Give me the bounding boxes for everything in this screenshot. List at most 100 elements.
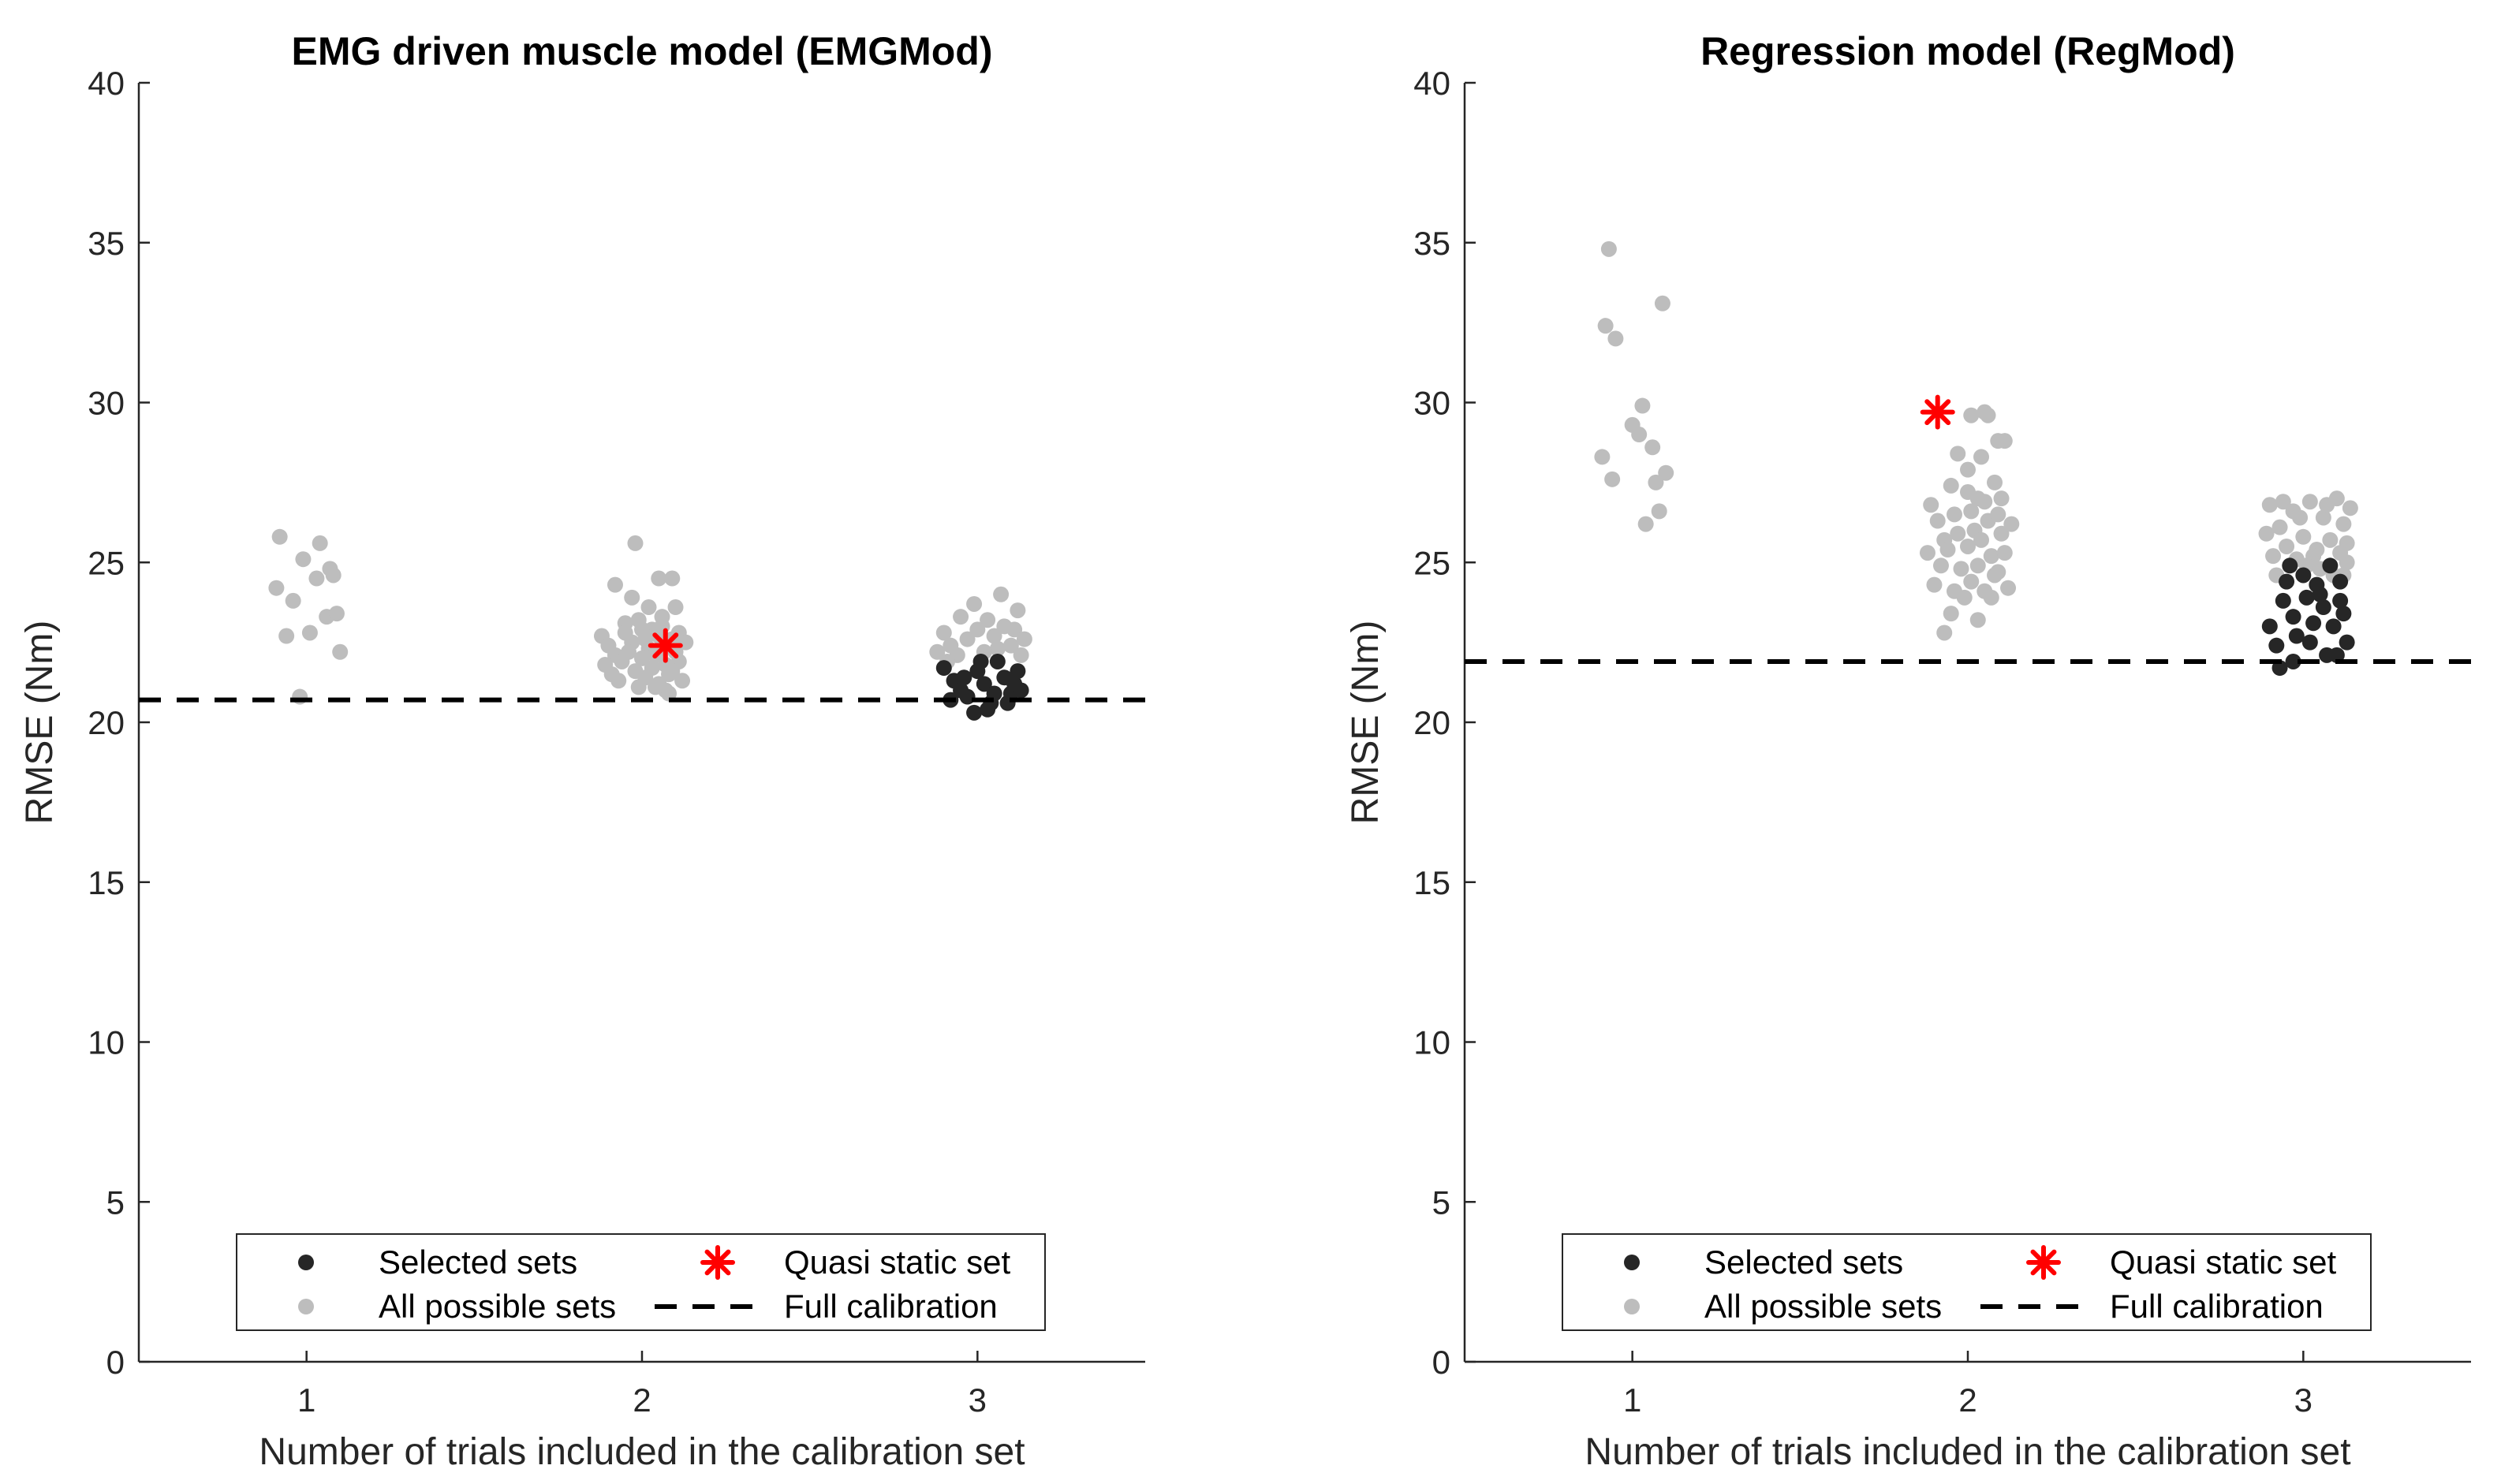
all-possible-set-point	[1923, 497, 1939, 513]
selected-set-point	[976, 676, 992, 692]
all-possible-set-point	[285, 592, 301, 609]
all-possible-set-point	[1604, 471, 1621, 487]
quasi-static-marker-stroke	[2030, 1249, 2057, 1276]
all-possible-set-point	[325, 567, 342, 584]
quasi-static-point	[648, 628, 683, 663]
legend-selected-marker	[1624, 1255, 1640, 1270]
y-tick-label: 15	[88, 864, 125, 901]
selected-set-point	[1010, 663, 1026, 680]
y-tick-label: 5	[106, 1184, 125, 1221]
all-possible-set-point	[640, 599, 657, 616]
all-possible-set-point	[966, 595, 983, 612]
y-tick-label: 25	[88, 544, 125, 581]
chart-title: EMG driven muscle model (EMGMod)	[292, 29, 993, 73]
y-tick-label: 35	[1413, 225, 1450, 262]
all-possible-set-point	[332, 643, 349, 660]
all-possible-set-point	[630, 612, 647, 628]
y-tick-label: 20	[88, 704, 125, 741]
all-possible-set-point	[308, 570, 325, 587]
selected-set-point	[935, 660, 952, 677]
selected-set-point	[966, 704, 983, 721]
legend: Selected sets Quasi static set All possibl…	[236, 1233, 1046, 1331]
all-possible-set-point	[2319, 497, 2335, 513]
x-tick-label: 3	[969, 1381, 987, 1419]
y-tick-label: 0	[106, 1344, 125, 1381]
all-possible-set-point	[1013, 647, 1029, 663]
all-possible-set-point	[1929, 513, 1946, 529]
all-possible-set-point	[993, 586, 1010, 602]
all-possible-set-point	[2261, 497, 2278, 513]
selected-set-point	[2285, 609, 2301, 625]
all-possible-set-point	[278, 628, 295, 644]
all-possible-set-point	[1006, 621, 1023, 638]
selected-set-point	[2325, 618, 2342, 635]
all-possible-set-point	[1939, 542, 1956, 558]
chart-emgmod: 0 5 10 15 20 25 30 35 40 1 2 3 EMG driven muscle mod…	[19, 29, 1145, 1473]
all-possible-set-point	[1600, 240, 1617, 257]
selected-set-point	[2288, 628, 2305, 644]
selected-set-point	[1006, 676, 1023, 692]
all-possible-set-point	[1936, 625, 1953, 641]
all-possible-set-point	[2003, 516, 2020, 532]
selected-set-point	[2332, 592, 2349, 609]
all-possible-set-point	[2342, 500, 2358, 516]
all-possible-set-point	[2322, 531, 2339, 548]
selected-set-point	[2312, 586, 2328, 602]
selected-set-point	[2339, 634, 2355, 651]
chart-regmod: 0 5 10 15 20 25 30 35 40 1 2 3 Regression model (Reg…	[1345, 29, 2471, 1473]
y-tick-label: 30	[88, 385, 125, 422]
all-possible-set-point	[1016, 631, 1032, 647]
all-possible-set-point	[1987, 474, 2003, 490]
legend-quasi-label: Quasi static set	[2110, 1244, 2336, 1281]
all-possible-set-point	[630, 679, 647, 695]
legend-quasi-marker	[700, 1245, 735, 1280]
y-tick-label: 35	[88, 225, 125, 262]
all-possible-set-point	[1960, 461, 1976, 478]
all-possible-set-point	[1950, 446, 1966, 462]
legend-selected-label: Selected sets	[379, 1244, 577, 1281]
all-possible-set-point	[2000, 580, 2017, 596]
selected-set-point	[2268, 637, 2285, 654]
all-possible-set-point	[664, 570, 681, 587]
selected-set-point	[2335, 606, 2352, 622]
all-possible-set-point	[328, 606, 345, 622]
all-possible-set-point	[2271, 519, 2288, 535]
all-possible-set-point	[980, 612, 996, 628]
selected-set-point	[980, 701, 996, 718]
all-possible-set-point	[1973, 449, 1990, 465]
y-tick-label: 10	[88, 1024, 125, 1061]
selected-set-point	[2279, 573, 2295, 590]
all-possible-set-point	[664, 663, 681, 680]
selected-set-point	[986, 685, 1002, 702]
all-possible-set-point	[2258, 525, 2275, 542]
all-possible-set-point	[648, 679, 664, 695]
all-possible-set-point	[661, 685, 678, 702]
y-tick-label: 30	[1413, 385, 1450, 422]
all-possible-set-point	[1634, 397, 1651, 414]
y-tick-label: 40	[1413, 65, 1450, 102]
all-possible-set-point	[2292, 509, 2309, 526]
selected-set-point	[2298, 589, 2315, 606]
all-possible-set-point	[2335, 516, 2352, 532]
all-possible-set-point	[627, 535, 644, 551]
quasi-static-marker-stroke	[1924, 399, 1951, 426]
x-tick-label: 1	[1623, 1381, 1641, 1419]
all-possible-set-point	[1946, 506, 1962, 523]
selected-set-point	[2315, 599, 2331, 616]
legend-selected-marker	[298, 1255, 314, 1270]
selected-set-point	[2332, 573, 2349, 590]
legend-full-calibration-label: Full calibration	[784, 1288, 998, 1325]
all-possible-set-point	[1990, 564, 2006, 580]
selected-set-point	[2261, 618, 2278, 635]
legend-quasi-label: Quasi static set	[784, 1244, 1010, 1281]
all-possible-set-point	[1960, 538, 1976, 554]
legend-all-marker	[1624, 1299, 1640, 1314]
all-possible-set-point	[624, 589, 640, 606]
all-possible-set-point	[667, 599, 684, 616]
y-tick-label: 5	[1432, 1184, 1450, 1221]
all-possible-set-point	[1950, 525, 1966, 542]
selected-set-point	[956, 669, 972, 686]
all-possible-set-point	[1943, 477, 1959, 494]
selected-set-point	[2295, 567, 2312, 584]
